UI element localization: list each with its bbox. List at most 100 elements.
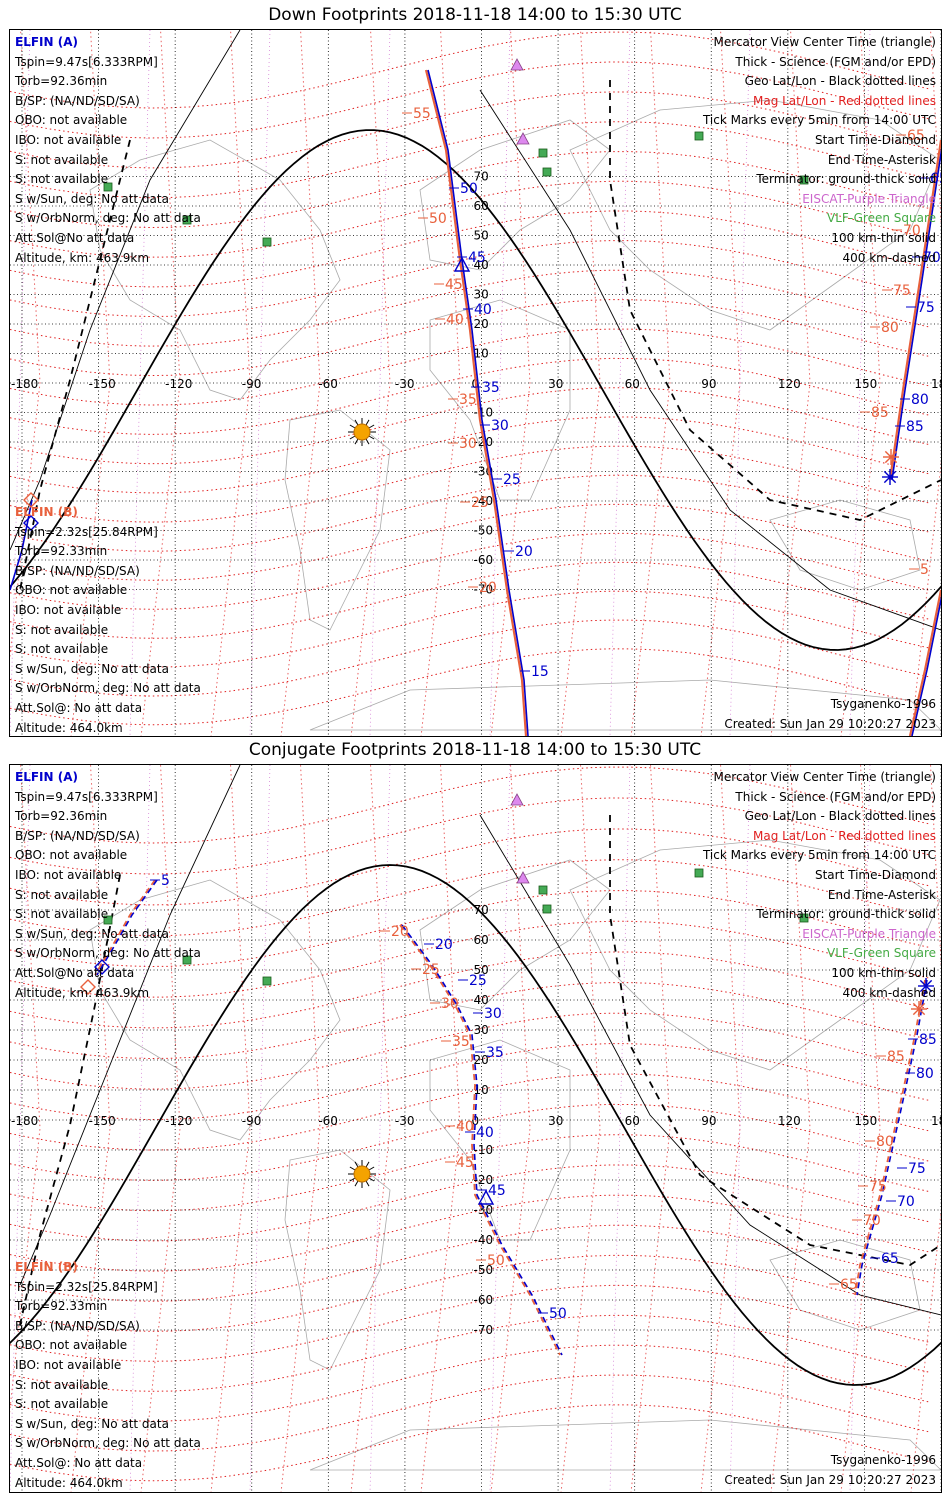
lon-label: -60 (318, 1114, 338, 1128)
center-triangle-icon (453, 256, 471, 272)
mag-lon-line (140, 30, 181, 736)
legend-item: Mag Lat/Lon - Red dotted lines (752, 93, 936, 108)
vlf-square-icon (103, 182, 113, 192)
eiscat-triangle-icon (510, 793, 524, 806)
track-tick-label: 20 (435, 937, 453, 953)
track-tick-label: 75 (893, 283, 911, 299)
lat-label: -40 (474, 1233, 494, 1247)
sat-b-line: OBO: not available (15, 583, 128, 598)
legend-item: Geo Lat/Lon - Black dotted lines (744, 74, 936, 89)
legend-item: EISCAT-Purple Triangle (802, 191, 936, 206)
lon-label: 120 (778, 1114, 801, 1128)
lon-label: 60 (625, 377, 640, 391)
mag-lon-line (280, 765, 321, 1492)
track-tick-label: 50 (549, 1306, 567, 1322)
lon-label: 150 (854, 377, 877, 391)
legend-item: 400 km-dashed (842, 985, 936, 1000)
track-tick-label: 30 (459, 436, 477, 452)
eiscat-line (729, 30, 751, 736)
sat-a-line: OBO: not available (15, 848, 128, 863)
sat-b-name: ELFIN (B) (15, 1260, 78, 1274)
mag-lon-line (490, 30, 531, 736)
legend-item: VLF-Green Square (827, 211, 936, 226)
terminator-400km-line (19, 139, 131, 591)
mag-lon-line (350, 765, 391, 1492)
sat-a-line: IBO: not available (15, 867, 122, 882)
created-timestamp: Created: Sun Jan 29 10:20:27 2023 (724, 716, 936, 731)
map-canvas: -180-150-120-90-60-300306090120150180706… (10, 30, 941, 736)
vlf-square-icon (694, 868, 704, 878)
sat-a-line: IBO: not available (15, 132, 122, 147)
lon-label: 90 (701, 377, 716, 391)
track-tick-label: 70 (903, 223, 921, 239)
lat-label: 50 (474, 229, 489, 243)
eiscat-line (369, 765, 391, 1492)
legend-item: VLF-Green Square (827, 946, 936, 961)
eiscat-line (849, 30, 871, 736)
track-tick-label: 65 (881, 1251, 899, 1267)
track-tick-label: 20 (479, 580, 497, 596)
sat-b-line: Tspin=2.32s[25.84RPM] (15, 524, 158, 539)
terminator-100km-line (479, 814, 941, 1316)
sun-icon (348, 1160, 376, 1188)
lon-label: -60 (318, 377, 338, 391)
mag-lon-line (560, 765, 601, 1492)
start-diamond-icon (23, 515, 39, 531)
track-tick-label: 85 (919, 1032, 937, 1048)
lat-label: -70 (474, 583, 494, 597)
terminator-100km-line (479, 89, 941, 631)
sat-a-line: S: not available (15, 907, 109, 922)
model-info: Tsyganenko-1996 Created: Sun Jan 29 10:2… (724, 695, 936, 734)
sat-a-line: Att.Sol@No att data (15, 965, 135, 980)
mag-lon-line (280, 30, 321, 736)
lat-label: 30 (474, 288, 489, 302)
eiscat-triangle-icon (516, 132, 530, 145)
mag-lon-line (10, 30, 41, 660)
track-tick-label: 70 (863, 1213, 881, 1229)
track-sat-b (424, 69, 528, 736)
land-outline (309, 679, 941, 731)
vlf-square-icon (262, 237, 272, 247)
land-outline (284, 409, 391, 631)
eiscat-line (249, 30, 271, 736)
legend-item: End Time-Asterisk (827, 152, 936, 167)
sat-a-line: Torb=92.36min (15, 809, 108, 824)
vlf-square-icon (694, 131, 704, 141)
sat-b-line: B/SP: (NA/ND/SD/SA) (15, 563, 140, 578)
vlf-square-icon (103, 915, 113, 925)
lat-label: 40 (474, 258, 489, 272)
vlf-square-icon (538, 148, 548, 158)
map-panel-conjugate-footprints: -180 -150 -120 -90 -60 -30 0 30 60 90 120 150 180 70 6… (9, 764, 942, 1493)
lon-label: -150 (89, 1114, 116, 1128)
terminator-line (10, 129, 941, 651)
lon-label: 30 (548, 1114, 563, 1128)
sat-b-line: Altitude: 464.0km (15, 720, 123, 735)
vlf-square-icon (542, 167, 552, 177)
lat-label: 50 (474, 963, 489, 977)
track-tick-label: 70 (923, 250, 941, 266)
lon-label: 150 (854, 1114, 877, 1128)
lat-label: -40 (474, 494, 494, 508)
lon-label: 90 (701, 1114, 716, 1128)
track-tick-label: 80 (876, 1134, 894, 1150)
eiscat-line (10, 30, 31, 736)
vlf-square-icon (799, 913, 809, 923)
land-outline (309, 1419, 941, 1471)
land-outline (419, 119, 611, 271)
map-legend: Mercator View Center Time (triangle) Thi… (703, 33, 936, 268)
sat-b-line: IBO: not available (15, 602, 122, 617)
track-tick-label: 65 (930, 171, 941, 187)
track-tick-label: 65 (840, 1277, 858, 1293)
end-asterisk-icon (918, 978, 934, 994)
lat-label: 60 (474, 933, 489, 947)
legend-item: 400 km-dashed (842, 250, 936, 265)
track-tick-label: 80 (881, 320, 899, 336)
lat-label: -20 (474, 1173, 494, 1187)
mag-lon-line (420, 30, 461, 736)
lat-label: -10 (474, 1143, 494, 1157)
mag-lon-line (70, 30, 111, 736)
track-tick-label: 35 (482, 380, 500, 396)
start-diamond-icon (80, 979, 96, 995)
lat-label: 70 (474, 903, 489, 917)
map-panel-down-footprints: -180-150-120-90-60-300306090120150180706… (9, 29, 942, 737)
